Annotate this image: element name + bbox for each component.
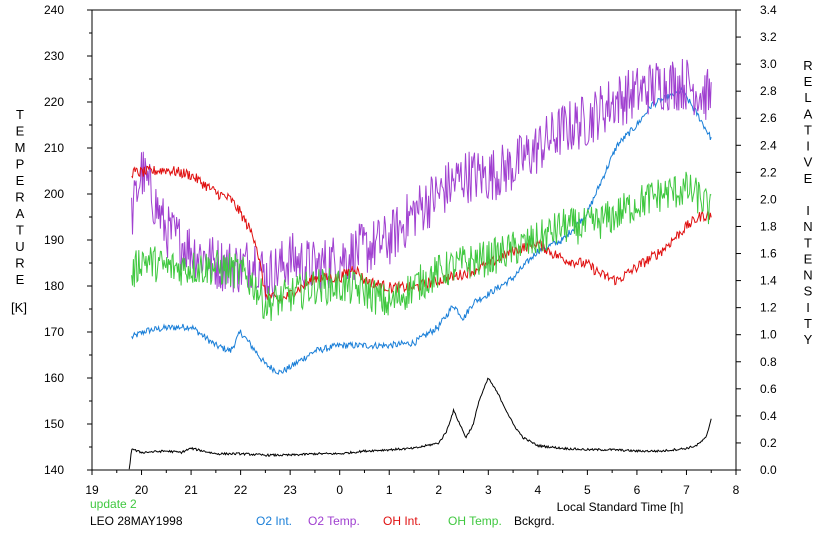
y-right-tick-label: 1.6 <box>760 247 777 261</box>
axis-title-letter: E <box>16 173 25 188</box>
x-tick-label: 22 <box>234 483 248 497</box>
update-label: update 2 <box>90 497 137 511</box>
station-date-label: LEO 28MAY1998 <box>90 514 183 528</box>
y-right-tick-label: 2.4 <box>760 138 777 152</box>
y-left-tick-label: 240 <box>44 3 64 17</box>
x-tick-label: 7 <box>683 483 690 497</box>
y-right-tick-label: 2.2 <box>760 165 777 179</box>
y-right-tick-label: 0.0 <box>760 463 777 477</box>
x-tick-label: 19 <box>85 483 99 497</box>
legend-item: OH Temp. <box>448 514 502 528</box>
y-left-tick-label: 160 <box>44 371 64 385</box>
axis-title-letter: U <box>15 239 24 254</box>
y-right-tick-label: 3.2 <box>760 30 777 44</box>
x-tick-label: 3 <box>485 483 492 497</box>
x-tick-label: 21 <box>184 483 198 497</box>
x-tick-label: 20 <box>135 483 149 497</box>
y-axis-left: 140 150 160 170 180 190 200 210 220 230 240 <box>44 3 92 477</box>
y-left-tick-label: 210 <box>44 141 64 155</box>
x-tick-label: 23 <box>283 483 297 497</box>
x-axis-title: Local Standard Time [h] <box>557 500 684 514</box>
y-left-tick-label: 150 <box>44 417 64 431</box>
x-tick-label: 8 <box>733 483 740 497</box>
x-tick-label: 0 <box>336 483 343 497</box>
axis-title-letter: E <box>804 251 813 266</box>
axis-title-letter: E <box>16 272 25 287</box>
y-left-tick-label: 140 <box>44 463 64 477</box>
axis-title-letter: T <box>804 235 812 250</box>
x-tick-label: 6 <box>634 483 641 497</box>
y-right-tick-label: 2.8 <box>760 84 777 98</box>
axis-title-letter: P <box>16 157 25 172</box>
axis-title-letter: V <box>804 155 813 170</box>
y-left-tick-label: 170 <box>44 325 64 339</box>
x-tick-label: 4 <box>535 483 542 497</box>
y-right-tick-label: 0.4 <box>760 409 777 423</box>
axis-title-letter: A <box>804 106 813 121</box>
legend-item: OH Int. <box>383 514 422 528</box>
axis-title-letter: T <box>16 223 24 238</box>
y-left-tick-label: 220 <box>44 95 64 109</box>
x-tick-label: 5 <box>584 483 591 497</box>
y-right-tick-label: 3.4 <box>760 3 777 17</box>
y-right-tick-label: 1.4 <box>760 274 777 288</box>
y-left-tick-label: 180 <box>44 279 64 293</box>
axis-title-letter: E <box>804 171 813 186</box>
axis-title-letter: Y <box>804 332 813 347</box>
y-right-tick-label: 0.6 <box>760 382 777 396</box>
axis-title-letter: A <box>16 206 25 221</box>
x-tick-label: 2 <box>435 483 442 497</box>
y-right-tick-label: 1.2 <box>760 301 777 315</box>
axis-title-letter: I <box>806 300 810 315</box>
series-line <box>128 377 712 470</box>
y-left-tick-label: 190 <box>44 233 64 247</box>
axis-title-letter: L <box>804 90 811 105</box>
axis-title-letter: N <box>803 219 812 234</box>
y-axis-right: 0.0 0.2 0.4 0.6 0.8 1.0 1.2 1.4 1.6 1.8 2.0 2.2 2.4 2… <box>736 3 777 477</box>
series-line <box>131 86 712 375</box>
y-left-tick-label: 230 <box>44 49 64 63</box>
axis-title-letter: R <box>803 58 812 73</box>
axis-title-letter: M <box>15 140 26 155</box>
y-right-tick-label: 0.8 <box>760 355 777 369</box>
axis-title-letter: I <box>806 203 810 218</box>
y-axis-left-unit: [K] <box>11 300 27 315</box>
x-tick-label: 1 <box>386 483 393 497</box>
axis-title-letter: T <box>16 107 24 122</box>
y-right-tick-label: 3.0 <box>760 57 777 71</box>
axis-title-letter: T <box>804 122 812 137</box>
axis-title-letter: I <box>806 139 810 154</box>
axis-title-letter: R <box>15 190 24 205</box>
axis-title-letter: N <box>803 268 812 283</box>
axis-title-letter: T <box>804 316 812 331</box>
y-left-tick-label: 200 <box>44 187 64 201</box>
legend-item: Bckgrd. <box>514 514 555 528</box>
series-layer <box>128 58 712 470</box>
axis-title-letter: R <box>15 256 24 271</box>
axis-title-letter: E <box>16 124 25 139</box>
y-right-tick-label: 1.8 <box>760 219 777 233</box>
y-right-tick-label: 1.0 <box>760 328 777 342</box>
series-line <box>131 171 712 322</box>
y-right-tick-label: 2.0 <box>760 192 777 206</box>
axis-title-letter: E <box>804 74 813 89</box>
axis-title-letter: S <box>804 284 813 299</box>
legend-item: O2 Temp. <box>308 514 360 528</box>
y-right-tick-label: 2.6 <box>760 111 777 125</box>
x-axis: 19 20 21 22 23 0 1 2 3 4 5 6 7 8 <box>85 470 740 497</box>
legend-item: O2 Int. <box>256 514 293 528</box>
y-right-tick-label: 0.2 <box>760 436 777 450</box>
